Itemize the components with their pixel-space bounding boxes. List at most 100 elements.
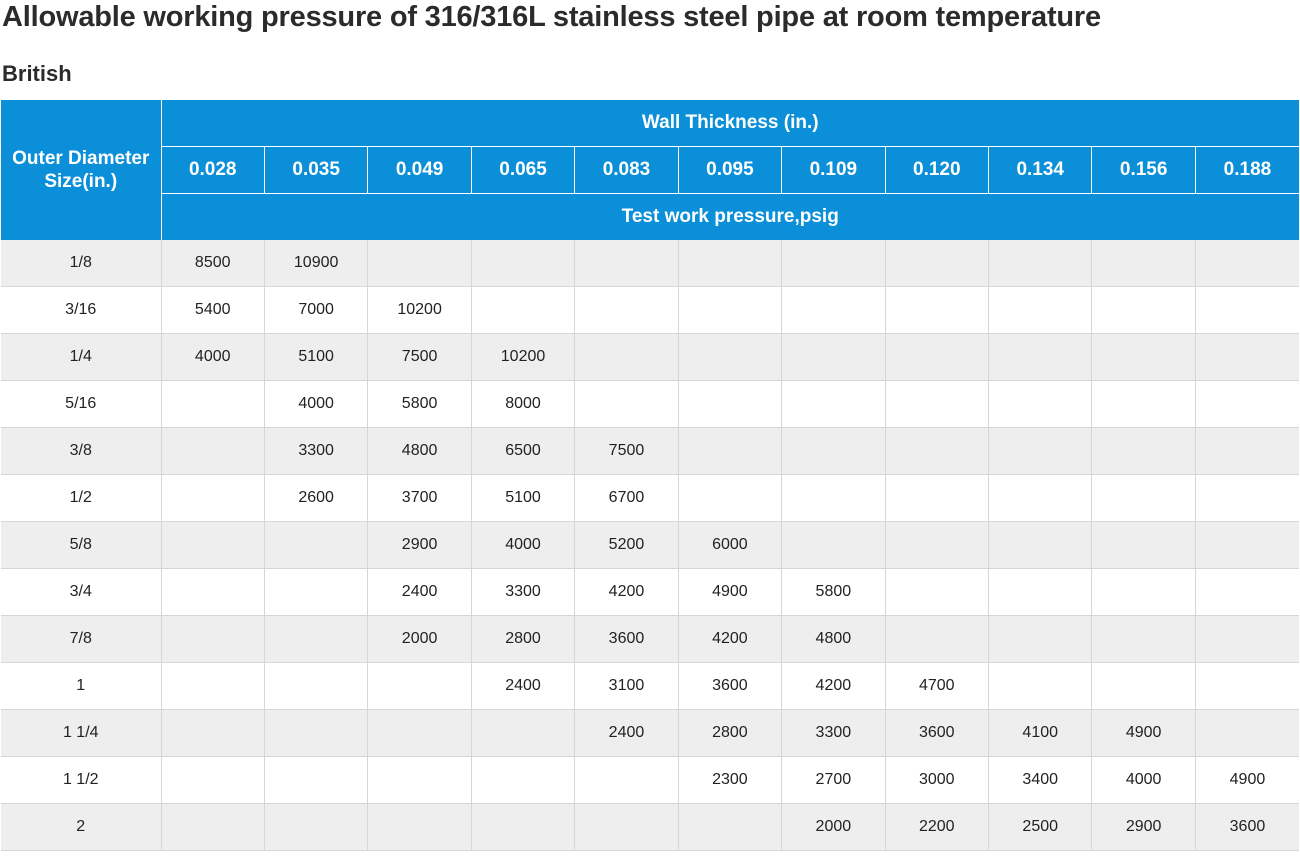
table-row: 1 1/2 2300 2700 3000 3400 4000 4900 [1,756,1299,804]
pressure-cell: 7000 [264,286,369,334]
pressure-cell: 2000 [781,803,886,851]
pressure-cell [1091,521,1196,569]
pressure-cell: 3700 [367,474,472,522]
pressure-cell: 5800 [781,568,886,616]
pressure-cell [988,662,1093,710]
pressure-cell [1195,615,1299,663]
pressure-cell [1195,427,1299,475]
size-cell: 3/16 [1,286,162,334]
pressure-cell [161,427,265,475]
pressure-cell [367,662,472,710]
pressure-cell [264,709,369,757]
pressure-cell [678,240,783,287]
pressure-cell: 3600 [885,709,990,757]
pressure-cell: 3600 [1195,803,1299,851]
pressure-cell [1091,615,1196,663]
pressure-cell [574,380,679,428]
pressure-cell [161,568,265,616]
pressure-cell: 4000 [471,521,576,569]
size-cell: 2 [1,803,162,851]
pressure-cell [885,521,990,569]
size-cell: 3/4 [1,568,162,616]
pressure-cell [678,427,783,475]
pressure-cell [1195,286,1299,334]
pressure-cell [367,240,472,287]
pressure-cell: 2300 [678,756,783,804]
thickness-column-header: 0.156 [1091,146,1196,194]
pressure-cell [988,427,1093,475]
pressure-cell [1195,568,1299,616]
pressure-cell: 4100 [988,709,1093,757]
pressure-cell [678,286,783,334]
size-cell: 1/4 [1,333,162,381]
size-cell: 1/2 [1,474,162,522]
thickness-column-header: 0.188 [1194,146,1299,194]
pressure-cell: 4200 [574,568,679,616]
thickness-column-header: 0.120 [884,146,989,194]
pressure-cell [161,380,265,428]
pressure-cell [885,333,990,381]
pressure-cell [1091,286,1196,334]
pressure-cell: 3300 [264,427,369,475]
size-cell: 1 1/4 [1,709,162,757]
test-pressure-header: Test work pressure,psig [161,193,1299,240]
thickness-column-header: 0.028 [161,146,265,194]
pressure-cell: 2600 [264,474,369,522]
pressure-cell: 5200 [574,521,679,569]
pressure-cell [161,662,265,710]
pressure-cell [161,709,265,757]
pressure-cell: 3100 [574,662,679,710]
pressure-cell [471,803,576,851]
pressure-cell [678,333,783,381]
pressure-cell [574,756,679,804]
pressure-cell [885,474,990,522]
pressure-cell [1091,240,1196,287]
thickness-column-header: 0.134 [987,146,1092,194]
pressure-cell: 4900 [1195,756,1299,804]
table-row: 1/4 4000 5100 7500 10200 [1,333,1299,381]
pressure-cell [781,380,886,428]
pressure-cell: 3400 [988,756,1093,804]
table-row: 1/2 2600 3700 5100 6700 [1,474,1299,522]
pressure-cell: 4700 [885,662,990,710]
pressure-cell [1195,662,1299,710]
pressure-cell [471,709,576,757]
pressure-cell [1091,427,1196,475]
pressure-cell: 2400 [471,662,576,710]
table-row: 5/16 4000 5800 8000 [1,380,1299,428]
pressure-cell [885,615,990,663]
table-row: 3/4 2400 3300 4200 4900 5800 [1,568,1299,616]
pressure-cell [1195,380,1299,428]
pressure-cell: 3300 [781,709,886,757]
pressure-cell [885,380,990,428]
size-cell: 5/8 [1,521,162,569]
pressure-cell: 6000 [678,521,783,569]
pressure-cell [264,521,369,569]
pressure-cell [988,240,1093,287]
pressure-cell [885,427,990,475]
pressure-cell: 5400 [161,286,265,334]
pressure-cell [367,709,472,757]
pressure-cell: 4200 [781,662,886,710]
table-row: 3/16 5400 7000 10200 [1,286,1299,334]
pressure-cell [781,333,886,381]
pressure-cell [161,803,265,851]
pressure-cell [678,380,783,428]
thickness-column-header: 0.083 [574,146,679,194]
thickness-column-header: 0.065 [470,146,575,194]
pressure-cell: 2200 [885,803,990,851]
table-row: 2 2000 2200 2500 2900 3600 [1,803,1299,851]
pressure-cell [988,333,1093,381]
pressure-cell [574,240,679,287]
table-row: 7/8 2000 2800 3600 4200 4800 [1,615,1299,663]
pressure-cell [1091,333,1196,381]
pressure-cell: 2400 [574,709,679,757]
pressure-cell [161,521,265,569]
pressure-cell [471,286,576,334]
pressure-cell [885,286,990,334]
pressure-cell: 2400 [367,568,472,616]
table-row: 3/8 3300 4800 6500 7500 [1,427,1299,475]
pressure-cell [574,803,679,851]
wall-thickness-header: Wall Thickness (in.) [161,100,1299,147]
pressure-cell [264,756,369,804]
